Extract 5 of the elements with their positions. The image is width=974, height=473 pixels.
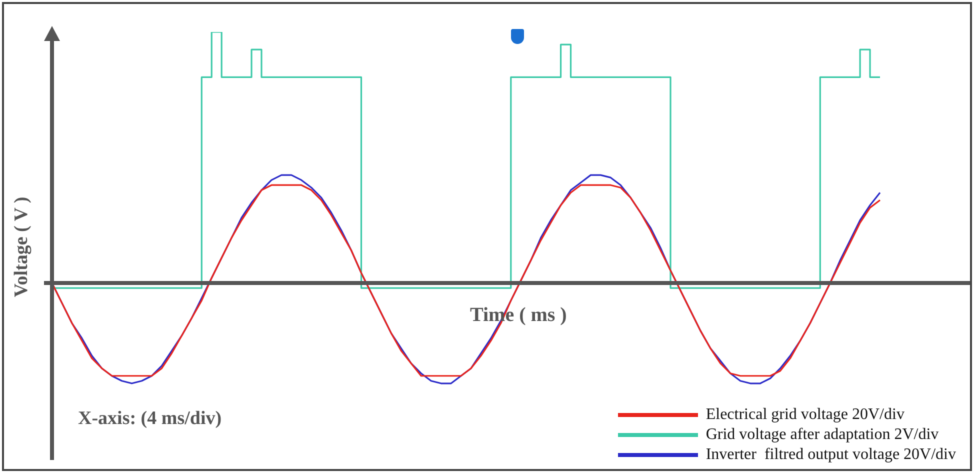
text: X-axis: (4 ms/div) — [78, 408, 222, 430]
y-axis-title: Voltage ( V ) — [11, 196, 34, 298]
legend-label: Electrical grid voltage 20V/div — [706, 406, 904, 424]
legend-label: Inverter filtred output voltage 20V/div — [706, 446, 956, 464]
legend-label: Grid voltage after adaptation 2V/div — [706, 426, 939, 444]
